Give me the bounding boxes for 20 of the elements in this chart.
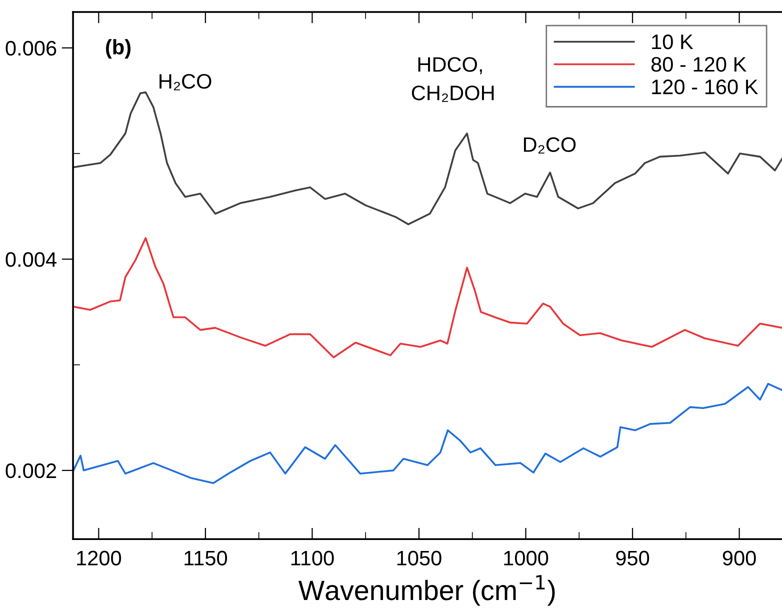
x-tick-label: 1200 xyxy=(77,550,122,566)
line-series xyxy=(73,237,782,358)
y-tick-label: 0.004 xyxy=(6,252,56,267)
line-series xyxy=(73,382,782,484)
legend-label: 10 K xyxy=(652,34,694,50)
annotation: (b) xyxy=(106,39,131,59)
annotation: HDCO, CH₂DOH xyxy=(412,57,494,102)
x-tick-label: 1150 xyxy=(184,550,228,566)
y-tick-label: 0.006 xyxy=(6,40,56,56)
x-tick-label: 1100 xyxy=(291,550,334,566)
x-tick-label: 1000 xyxy=(504,550,548,566)
y-tick-label: 0.002 xyxy=(6,463,56,478)
legend-label: 80 - 120 K xyxy=(651,57,746,72)
x-tick-label: 1050 xyxy=(397,550,442,566)
legend-label: 120 - 160 K xyxy=(652,80,758,94)
x-tick-label: 900 xyxy=(722,550,756,566)
x-axis-title: Wavenumber (cm$^{−1}$) xyxy=(298,575,555,606)
annotation: H₂CO xyxy=(160,74,212,90)
annotation: D₂CO xyxy=(524,137,576,154)
x-tick-label: 950 xyxy=(616,550,650,566)
